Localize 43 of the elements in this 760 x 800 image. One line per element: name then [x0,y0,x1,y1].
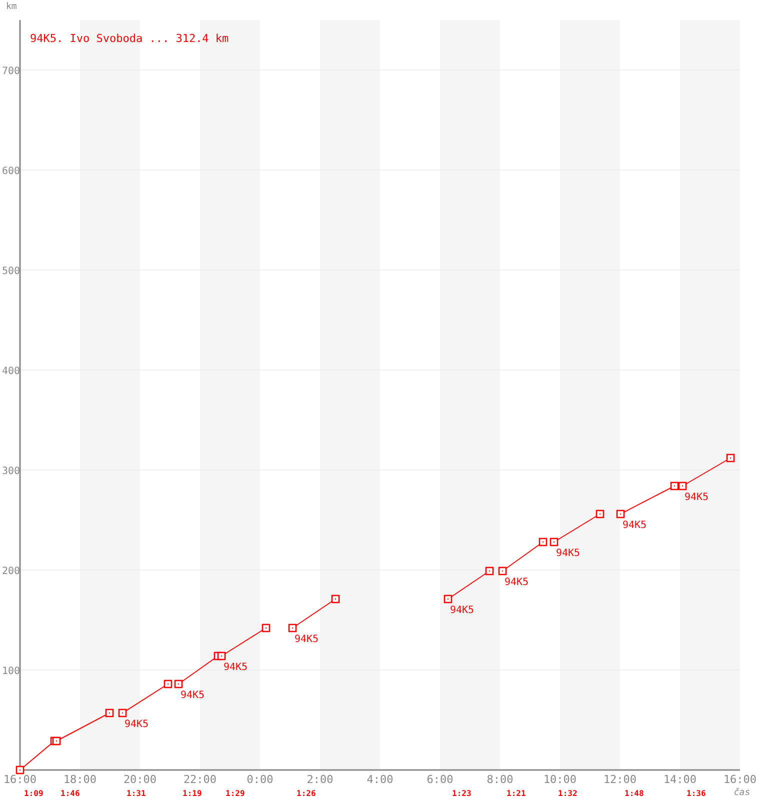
annotation: 94K5 [622,520,647,531]
x-tick-label: 22:00 [183,773,217,786]
y-tick-label: 300 [2,466,20,477]
y-tick-label: 500 [2,266,20,277]
annotation: 94K5 [556,548,580,559]
text: 1:36 [686,789,706,798]
text: 1:19 [182,789,202,798]
text: 1:48 [624,789,644,798]
y-tick-label: 200 [2,566,20,577]
x-tick-label: 10:00 [543,773,577,786]
x-tick-label: 2:00 [306,773,334,786]
x-tick-label: 6:00 [426,773,454,786]
text: 1:46 [60,789,80,798]
annotation: 94K5 [224,662,248,673]
text: 94K5. Ivo Svoboda ... 312.4 km [30,32,230,45]
annotation: 94K5 [504,577,529,588]
x-tick-label: 14:00 [663,773,697,786]
x-tick-label: 0:00 [246,773,274,786]
x-tick-label: 16:00 [3,773,37,786]
x-tick-label: 16:00 [723,773,757,786]
text: 1:21 [506,789,526,798]
y-tick-label: 600 [2,166,20,177]
x-tick-label: 18:00 [63,773,97,786]
text: 1:23 [452,789,472,798]
text: 1:32 [558,789,578,798]
annotation: 94K5 [450,605,474,616]
annotation: 94K5 [684,492,709,503]
x-tick-label: 4:00 [366,773,394,786]
x-tick-label: 8:00 [486,773,514,786]
x-tick-label: 12:00 [603,773,637,786]
x-tick-label: 20:00 [123,773,157,786]
annotation: 94K5 [180,690,205,701]
x-axis-title: čas [734,787,750,798]
y-tick-label: 700 [2,66,20,77]
text: 1:26 [296,789,316,798]
text: 1:31 [126,789,146,798]
text: 1:29 [226,789,245,798]
text: 1:09 [24,789,44,798]
y-tick-label: 400 [2,366,20,377]
annotation: 94K5 [294,634,319,645]
y-tick-label: 100 [2,666,20,677]
annotation: 94K5 [124,719,149,730]
y-axis-title: km [6,2,17,12]
